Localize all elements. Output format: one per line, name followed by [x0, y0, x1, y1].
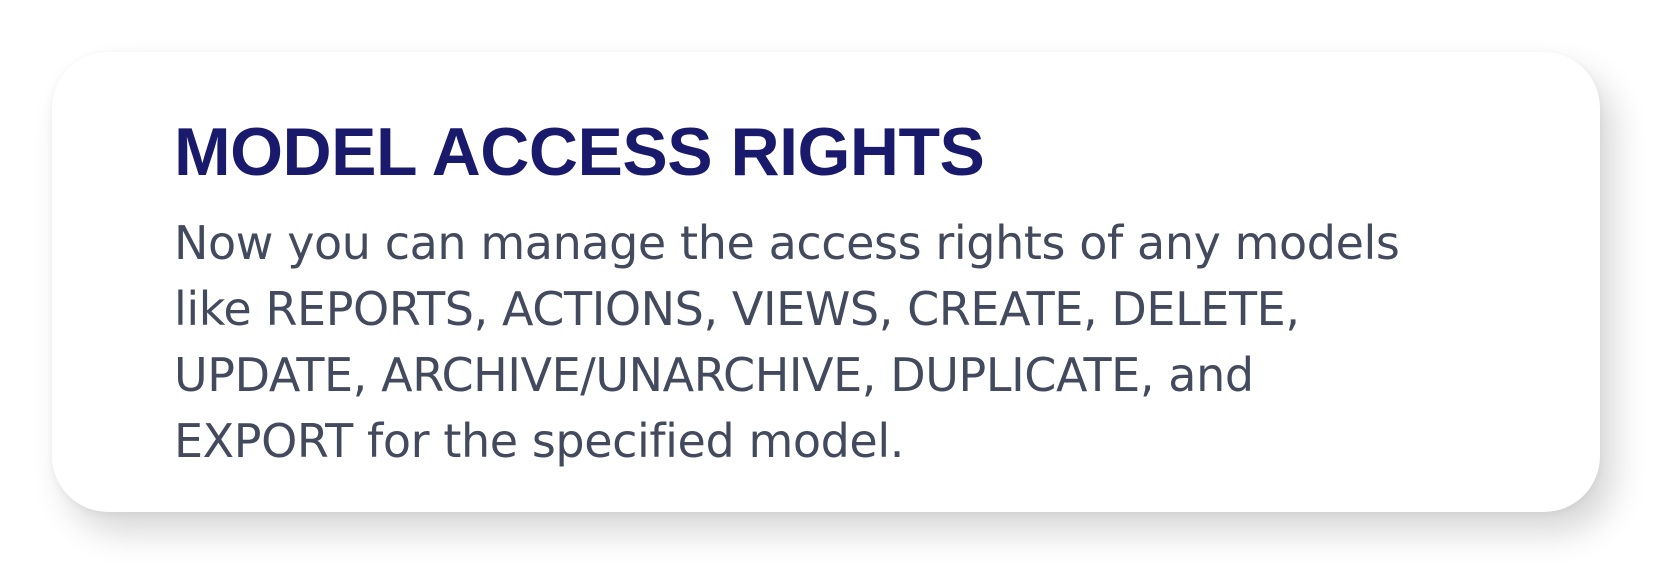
feature-description: Now you can manage the access rights of … [174, 210, 1530, 474]
description-line: UPDATE, ARCHIVE/UNARCHIVE, DUPLICATE, an… [174, 348, 1254, 402]
description-line: Now you can manage the access rights of … [174, 216, 1400, 270]
description-line: EXPORT for the specified model. [174, 414, 904, 468]
description-line: like REPORTS, ACTIONS, VIEWS, CREATE, DE… [174, 282, 1300, 336]
feature-card: MODEL ACCESS RIGHTS Now you can manage t… [52, 52, 1600, 512]
feature-title: MODEL ACCESS RIGHTS [174, 114, 985, 190]
